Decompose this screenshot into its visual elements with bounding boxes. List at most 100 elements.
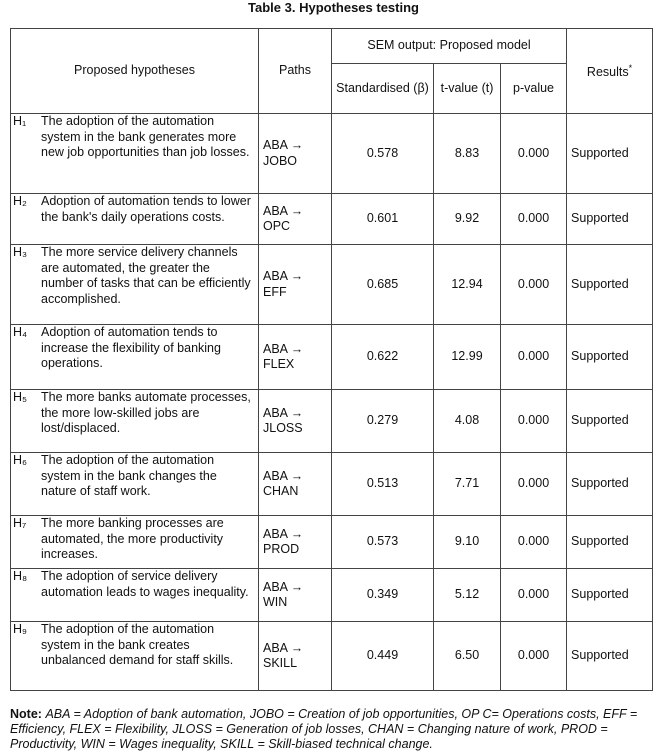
hypothesis-text: The adoption of the automation system in… <box>41 453 217 498</box>
hypothesis-cell: H₃ The more service delivery channels are… <box>10 244 259 325</box>
hypothesis-text: The adoption of service delivery automat… <box>41 569 249 599</box>
value-cell: 0.578 <box>331 113 434 194</box>
hypothesis-text: The adoption of the automation system in… <box>41 114 250 159</box>
result-cell: Supported <box>566 568 654 622</box>
hypothesis: H₈ The adoption of service delivery autom… <box>11 569 258 600</box>
value-cell: 0.000 <box>499 193 568 245</box>
value-cell: 0.000 <box>499 515 568 569</box>
header-cell: t-value (t) <box>433 63 501 114</box>
hypothesis-text: The more service delivery channels are a… <box>41 245 251 306</box>
hypothesis: H₂ Adoption of automation tends to lower … <box>11 194 258 225</box>
value-cell: 0.000 <box>499 621 568 691</box>
header-cell: Standardised (β) <box>331 63 434 114</box>
value-cell: 0.349 <box>331 568 434 622</box>
path-cell: ABA → OPC <box>258 193 332 245</box>
value-cell: 4.08 <box>433 389 501 453</box>
hypothesis-label: H₃ <box>13 245 28 259</box>
result-cell: Supported <box>566 621 654 691</box>
note: Note: ABA = Adoption of bank automation,… <box>10 707 650 752</box>
value-cell: 0.000 <box>499 244 568 325</box>
value-cell: 0.573 <box>331 515 434 569</box>
value-cell: 0.601 <box>331 193 434 245</box>
header-row: Standardised (β) t-value (t) p-value <box>11 63 653 114</box>
hypothesis-label: H₂ <box>13 194 27 208</box>
value-cell: 7.71 <box>433 452 501 516</box>
hypothesis: H₆ The adoption of the automation system … <box>11 453 258 500</box>
hypothesis-label: H₆ <box>13 453 28 467</box>
note-label: Note: <box>10 707 42 721</box>
table-row: H₇ The more banking processes are automat… <box>10 515 654 569</box>
result-cell: Supported <box>566 389 654 453</box>
header-cell: Paths <box>258 28 332 114</box>
value-cell: 9.10 <box>433 515 501 569</box>
path-cell: ABA → JLOSS <box>258 389 332 453</box>
header-cell: p-value <box>499 63 568 114</box>
path-cell: ABA → CHAN <box>258 452 332 516</box>
table-title: Table 3. Hypotheses testing <box>248 0 419 15</box>
hypothesis: H₇ The more banking processes are automat… <box>11 516 258 563</box>
hypothesis-label: H₁ <box>13 114 27 128</box>
hypothesis-cell: H₁ The adoption of the automation system … <box>10 113 259 194</box>
result-cell: Supported <box>566 515 654 569</box>
table-body: H₁ The adoption of the automation system … <box>10 113 654 691</box>
path-cell: ABA → JOBO <box>258 113 332 194</box>
path-cell: ABA → WIN <box>258 568 332 622</box>
footnote-mark: * <box>628 63 633 74</box>
path-cell: ABA → EFF <box>258 244 332 325</box>
hypothesis-cell: H₇ The more banking processes are automat… <box>10 515 259 569</box>
result-cell: Supported <box>566 244 654 325</box>
value-cell: 0.000 <box>499 568 568 622</box>
hypothesis-cell: H₈ The adoption of service delivery autom… <box>10 568 259 622</box>
header-cell: SEM output: Proposed model <box>330 28 568 64</box>
value-cell: 0.449 <box>331 621 434 691</box>
hypothesis: H₅ The more banks automate processes, the… <box>11 390 258 437</box>
value-cell: 0.279 <box>331 389 434 453</box>
hypothesis: H₄ Adoption of automation tends to increa… <box>11 325 258 372</box>
hypothesis-cell: H₉ The adoption of the automation system … <box>10 621 259 691</box>
result-cell: Supported <box>566 193 654 245</box>
header-row: Proposed hypotheses Paths SEM output: Pr… <box>10 28 654 114</box>
hypothesis-cell: H₂ Adoption of automation tends to lower … <box>10 193 259 245</box>
hypothesis-text: The more banks automate processes, the m… <box>41 390 251 435</box>
hypothesis-text: Adoption of automation tends to lower th… <box>41 194 251 224</box>
table: Proposed hypotheses Paths SEM output: Pr… <box>10 28 654 691</box>
path-cell: ABA → PROD <box>258 515 332 569</box>
hypothesis-cell: H₄ Adoption of automation tends to increa… <box>10 324 259 390</box>
table-row: H₃ The more service delivery channels are… <box>10 244 654 325</box>
value-cell: 9.92 <box>433 193 501 245</box>
value-cell: 12.99 <box>433 324 501 390</box>
result-cell: Supported <box>566 113 654 194</box>
hypothesis-label: H₄ <box>13 325 28 339</box>
hypothesis-text: The adoption of the automation system in… <box>41 622 234 667</box>
table-row: H₆ The adoption of the automation system … <box>10 452 654 516</box>
hypothesis: H₃ The more service delivery channels are… <box>11 245 258 307</box>
value-cell: 5.12 <box>433 568 501 622</box>
hypothesis-cell: H₅ The more banks automate processes, the… <box>10 389 259 453</box>
value-cell: 8.83 <box>433 113 501 194</box>
hypothesis-text: The more banking processes are automated… <box>41 516 224 561</box>
table-row: H₉ The adoption of the automation system … <box>10 621 654 691</box>
value-cell: 12.94 <box>433 244 501 325</box>
table-row: H₅ The more banks automate processes, the… <box>10 389 654 453</box>
header-text: Results <box>586 65 629 80</box>
header-cell: Proposed hypotheses <box>10 28 259 114</box>
table-row: H₄ Adoption of automation tends to increa… <box>10 324 654 390</box>
value-cell: 0.622 <box>331 324 434 390</box>
table-head: Proposed hypotheses Paths SEM output: Pr… <box>10 28 654 114</box>
value-cell: 0.513 <box>331 452 434 516</box>
hypothesis-label: H₅ <box>13 390 28 404</box>
table-row: H₁ The adoption of the automation system … <box>10 113 654 194</box>
hypothesis-text: Adoption of automation tends to increase… <box>41 325 221 370</box>
hypothesis-label: H₇ <box>13 516 27 530</box>
table-row: H₂ Adoption of automation tends to lower … <box>10 193 654 245</box>
hypothesis-label: H₉ <box>13 622 27 636</box>
path-cell: ABA → SKILL <box>258 621 332 691</box>
note-text: ABA = Adoption of bank automation, JOBO … <box>10 707 638 751</box>
value-cell: 0.000 <box>499 324 568 390</box>
hypothesis: H₉ The adoption of the automation system … <box>11 622 258 669</box>
value-cell: 6.50 <box>433 621 501 691</box>
path-cell: ABA → FLEX <box>258 324 332 390</box>
value-cell: 0.000 <box>499 389 568 453</box>
value-cell: 0.000 <box>499 113 568 194</box>
